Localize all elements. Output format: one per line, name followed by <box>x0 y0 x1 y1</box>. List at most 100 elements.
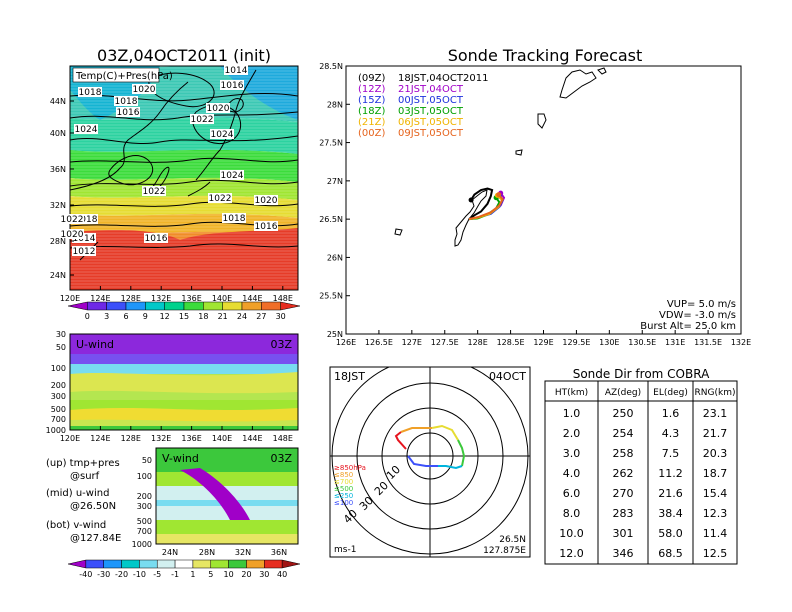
map-lat-tick: 24N <box>50 271 66 280</box>
uwind-time: 03Z <box>270 338 292 351</box>
vwind-lat-ticks: 24N 28N 32N 36N <box>162 548 287 557</box>
isobar-label: 1016 <box>221 81 244 91</box>
table-cell: 1.6 <box>662 407 680 420</box>
polar-time: 18JST <box>334 370 365 383</box>
track-legend-date: 09JST,05OCT <box>398 128 464 139</box>
map-lon-tick: 136E <box>181 294 201 303</box>
isobar-label: 1020 <box>133 85 156 95</box>
isobar-label: 1020 <box>207 104 230 114</box>
uwind-band <box>70 334 298 354</box>
wind-colorbar-tick: -30 <box>97 570 110 579</box>
track-line <box>468 187 494 220</box>
vwind-lat-tick: 24N <box>162 548 178 557</box>
uwind-band <box>70 372 298 394</box>
table-cell: 10.0 <box>559 527 584 540</box>
table-header: EL(deg) <box>653 388 688 398</box>
isobar-label-bg <box>74 124 98 134</box>
temperature-colorbar-swatch <box>241 301 262 311</box>
isobar-label: 1014 <box>225 66 248 76</box>
temperature-band <box>70 195 298 218</box>
vwind-label: V-wind <box>162 452 199 465</box>
vwind-band <box>180 468 250 520</box>
warm-region <box>70 228 298 290</box>
table-cell: 2.0 <box>563 427 581 440</box>
table-cell: 21.7 <box>703 427 728 440</box>
isobar-label: 1022 <box>61 215 84 225</box>
isobar-line <box>70 201 298 207</box>
uwind-band <box>70 426 298 430</box>
table-cell: 68.5 <box>658 547 683 560</box>
track-legend-time: (18Z) <box>358 106 385 117</box>
wind-colorbar-tick: -10 <box>133 570 146 579</box>
isobar-line <box>70 92 298 102</box>
map-lat-tick: 36N <box>50 165 66 174</box>
map-lon-tick: 140E <box>212 294 232 303</box>
isobar-label: 1014 <box>73 234 96 244</box>
map-legend-label: Temp(C)+Pres(hPa) <box>75 71 173 82</box>
isobar-label-bg <box>210 129 234 139</box>
track-lon-tick: 129E <box>533 338 553 347</box>
uwind-frame <box>69 333 299 431</box>
table-cell: 346 <box>613 547 634 560</box>
temperature-colorbar: 0 3 6 9 12 15 18 21 24 27 30 <box>67 301 301 321</box>
uwind-band <box>70 364 298 374</box>
track-legend-date: 00JST,05OCT <box>398 95 464 106</box>
polar-trace <box>438 465 463 470</box>
temperature-colorbar-tick: 18 <box>198 312 208 321</box>
wind-colorbar-swatch <box>139 559 158 569</box>
vwind-frame <box>155 447 299 545</box>
temperature-colorbar-tick: 21 <box>218 312 228 321</box>
vwind-p-tick: 300 <box>137 502 152 511</box>
wind-colorbar-swatch <box>281 559 301 569</box>
temperature-colorbar-swatch <box>261 301 281 311</box>
map-title: 03Z,04OCT2011 (init) <box>97 46 271 65</box>
wind-colorbar-tick: -5 <box>153 570 161 579</box>
table-cell: 258 <box>613 447 634 460</box>
polar-plot <box>330 367 530 557</box>
uwind-lon-tick: 124E <box>90 434 110 443</box>
track-lon-tick: 128E <box>468 338 488 347</box>
temperature-colorbar-tick: 30 <box>276 312 286 321</box>
isobar-label-bg <box>222 213 246 223</box>
table-cell: 12.3 <box>703 507 728 520</box>
track-legend-time: (00Z) <box>358 128 385 139</box>
table-cell: 6.0 <box>563 487 581 500</box>
uwind-p-tick: 100 <box>51 364 66 373</box>
uwind-lon-tick: 132E <box>151 434 171 443</box>
wind-colorbar-tick: -20 <box>115 570 128 579</box>
temperature-colorbar-tick: 0 <box>85 312 90 321</box>
table-header: HT(km) <box>555 388 588 398</box>
track-lat-tick: 27.5N <box>319 139 343 148</box>
track-lon-tick: 126E <box>336 338 356 347</box>
uwind-p-tick: 50 <box>56 343 66 352</box>
isobar-label: 1018 <box>75 215 98 225</box>
isobar-label-bg <box>254 221 278 231</box>
cold-region <box>220 66 298 120</box>
coastline <box>187 181 211 197</box>
table-cell: 254 <box>613 427 634 440</box>
table-cell: 15.4 <box>703 487 728 500</box>
isobar-label-bg <box>60 229 84 239</box>
temperature-colorbar-swatch <box>106 301 127 311</box>
wind-colorbar-tick: 10 <box>224 570 234 579</box>
polar-legend-item: ≤100 <box>334 499 353 507</box>
track-legend-date: 03JST,05OCT <box>398 106 464 117</box>
isobar-label-bg <box>144 233 168 243</box>
table-cell: 18.7 <box>703 467 728 480</box>
map-lat-tick: 44N <box>50 97 66 106</box>
polar-trace <box>394 431 407 450</box>
vwind-band <box>156 472 298 486</box>
map-lat-tick: 40N <box>50 129 66 138</box>
temperature-colorbar-tick: 3 <box>104 312 109 321</box>
table-cell: 283 <box>613 507 634 520</box>
temperature-colorbar-swatch <box>203 301 223 311</box>
uwind-p-tick: 200 <box>51 381 66 390</box>
wind-colorbar-tick: -1 <box>171 570 179 579</box>
wind-colorbar-swatch <box>174 559 194 569</box>
wind-colorbar: -40 -30 -20 -10 -5 -1 1 5 10 20 30 40 <box>67 559 301 579</box>
uwind-lon-tick: 144E <box>242 434 262 443</box>
track-lon-tick: 129.5E <box>562 338 590 347</box>
vwind-band <box>156 534 298 544</box>
isobar-label: 1018 <box>79 88 102 98</box>
